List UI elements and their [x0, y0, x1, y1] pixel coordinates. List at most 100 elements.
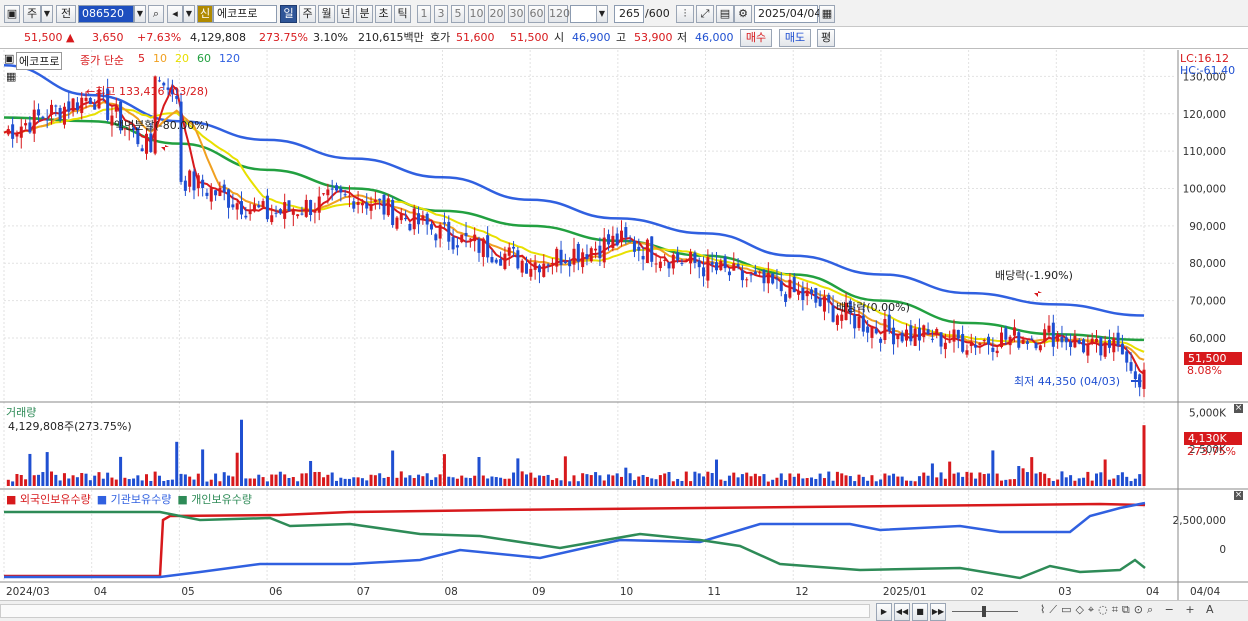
change-rate: +7.63%	[137, 31, 182, 44]
candles	[6, 75, 1146, 398]
panel-icon[interactable]: ▣	[4, 52, 15, 65]
drawing-tools[interactable]: ⌇⟋▭◇⌖◌⌗⧉⊙⌕ − + A	[1040, 603, 1218, 616]
ask: 51,600	[456, 31, 495, 44]
period-4-button[interactable]: 분	[356, 5, 373, 23]
chevron-down-icon[interactable]: ▼	[41, 5, 53, 23]
lc-value: LC:16.12	[1180, 52, 1230, 65]
interval-10-button[interactable]: 10	[468, 5, 485, 23]
institution-holdings-line	[4, 501, 1146, 579]
playback-button-2[interactable]: ■	[912, 603, 928, 621]
dividend-annotation-1: 배당락(-1.90%)	[995, 269, 1073, 282]
interval-20-button[interactable]: 20	[488, 5, 505, 23]
type-select[interactable]: 주	[23, 5, 41, 23]
bid: 51,500	[510, 31, 549, 44]
grid-table-icon[interactable]: ▦	[6, 70, 17, 83]
interval-30-button[interactable]: 30	[508, 5, 525, 23]
period-0-button[interactable]: 일	[280, 5, 297, 23]
high-label: 고	[616, 31, 627, 44]
gear-icon[interactable]: ⚙	[734, 5, 752, 23]
ma-5-legend: 5	[138, 52, 145, 65]
interval-1-button[interactable]: 1	[417, 5, 431, 23]
interval-60-button[interactable]: 60	[528, 5, 545, 23]
zoom-slider[interactable]	[952, 604, 1018, 618]
chevron-down-icon[interactable]: ▼	[183, 5, 195, 23]
ask-label: 호가	[430, 31, 451, 44]
date-input[interactable]: 2025/04/04	[754, 5, 821, 23]
status-bar: ▶ ◀◀ ■ ▶▶ ⌇⟋▭◇⌖◌⌗⧉⊙⌕ − + A	[0, 600, 1248, 621]
code-dropdown-icon[interactable]: ▼	[134, 5, 146, 23]
low: 46,000	[695, 31, 734, 44]
calendar-icon[interactable]: ▦	[819, 5, 835, 23]
low-arrow-icon	[1131, 377, 1142, 385]
period-3-button[interactable]: 년	[337, 5, 354, 23]
x-tick-0: 2024/03	[6, 586, 50, 598]
close-icon[interactable]: ×	[1234, 490, 1243, 500]
amount: 210,615백만	[358, 31, 424, 44]
y-tick-6: 70,000	[1189, 296, 1226, 308]
foreign-holdings-line	[4, 502, 1146, 578]
y-tick-3: 100,000	[1183, 184, 1226, 196]
y-tick-7: 60,000	[1189, 333, 1226, 345]
close-icon[interactable]: ×	[1234, 403, 1243, 413]
hold-tick-0: 2,500,000	[1173, 515, 1226, 527]
price: 51,500	[24, 31, 63, 44]
period-6-button[interactable]: 틱	[394, 5, 411, 23]
volume-pct: 273.75%	[1187, 445, 1236, 458]
search-icon[interactable]: ⌕	[148, 5, 164, 23]
x-tick-4: 07	[357, 586, 370, 598]
x-tick-11: 02	[971, 586, 984, 598]
x-tick-5: 08	[444, 586, 457, 598]
playback-button-3[interactable]: ▶▶	[930, 603, 946, 621]
dividend-annotation-2: 배당락(0.00%)	[836, 301, 910, 314]
interval-120-button[interactable]: 120	[548, 5, 570, 23]
vol-tick-0: 5,000K	[1189, 407, 1227, 419]
count-input[interactable]: 265	[614, 5, 644, 23]
y-tick-5: 80,000	[1189, 258, 1226, 270]
volume-panel-title: 거래량	[6, 406, 37, 419]
ma-120-legend: 120	[219, 52, 240, 65]
interval-5-button[interactable]: 5	[451, 5, 465, 23]
interval-3-button[interactable]: 3	[434, 5, 448, 23]
stock-tag: 에코프로	[16, 52, 63, 70]
y-tick-2: 110,000	[1183, 146, 1226, 158]
speaker-icon[interactable]: ◂	[167, 5, 183, 23]
playback-button-1[interactable]: ◀◀	[894, 603, 910, 621]
line-tool-icon[interactable]: ⤢	[696, 5, 714, 23]
x-tick-10: 2025/01	[883, 586, 927, 598]
stock-name: 에코프로	[213, 5, 277, 23]
ma-20-legend: 20	[175, 52, 189, 65]
ma-60-legend: 60	[197, 52, 211, 65]
candle-icon[interactable]: ⫶	[676, 5, 694, 23]
save-icon[interactable]: ▤	[716, 5, 734, 23]
volume-rate: 273.75%	[259, 31, 308, 44]
ma-60-line	[3, 116, 1145, 342]
grid-lines	[3, 50, 1175, 580]
playback-button-0[interactable]: ▶	[876, 603, 892, 621]
chevron-down-icon[interactable]: ▼	[596, 5, 608, 23]
prev-button[interactable]: 전	[56, 5, 76, 23]
low-annotation: 최저 44,350 (04/03)	[1014, 375, 1121, 388]
period-1-button[interactable]: 주	[299, 5, 316, 23]
chart-area[interactable]: 130,000 120,000 110,000 100,000 90,000 80,000…	[0, 50, 1248, 600]
period-2-button[interactable]: 월	[318, 5, 335, 23]
horizontal-scrollbar[interactable]	[0, 604, 870, 618]
buy-button[interactable]: 매수	[740, 29, 772, 47]
holdings-legend: ■ 외국인보유수량 ■ 기관보유수량 ■ 개인보유수량	[6, 491, 258, 507]
period-5-button[interactable]: 초	[375, 5, 392, 23]
current-price-box: 51,500	[1184, 352, 1242, 365]
x-tick-7: 10	[620, 586, 633, 598]
holdings-legend-2: ■ 개인보유수량	[177, 493, 252, 506]
holdings-legend-1: ■ 기관보유수량	[96, 493, 172, 506]
stock-code-input[interactable]: 086520	[78, 5, 134, 23]
eval-button[interactable]: 평	[817, 29, 835, 47]
ma-10-legend: 10	[153, 52, 167, 65]
window-icon[interactable]: ▣	[4, 5, 20, 23]
y-tick-1: 120,000	[1183, 109, 1226, 121]
y-tick-0: 130,000	[1183, 71, 1226, 83]
up-arrow-icon: ▲	[66, 31, 75, 44]
ma-legend: 5 10 20 60 120	[138, 52, 248, 65]
x-tick-6: 09	[532, 586, 545, 598]
high-annotation: ←최고 133,416 (03/28)	[86, 85, 209, 98]
x-tick-2: 05	[181, 586, 194, 598]
sell-button[interactable]: 매도	[779, 29, 811, 47]
